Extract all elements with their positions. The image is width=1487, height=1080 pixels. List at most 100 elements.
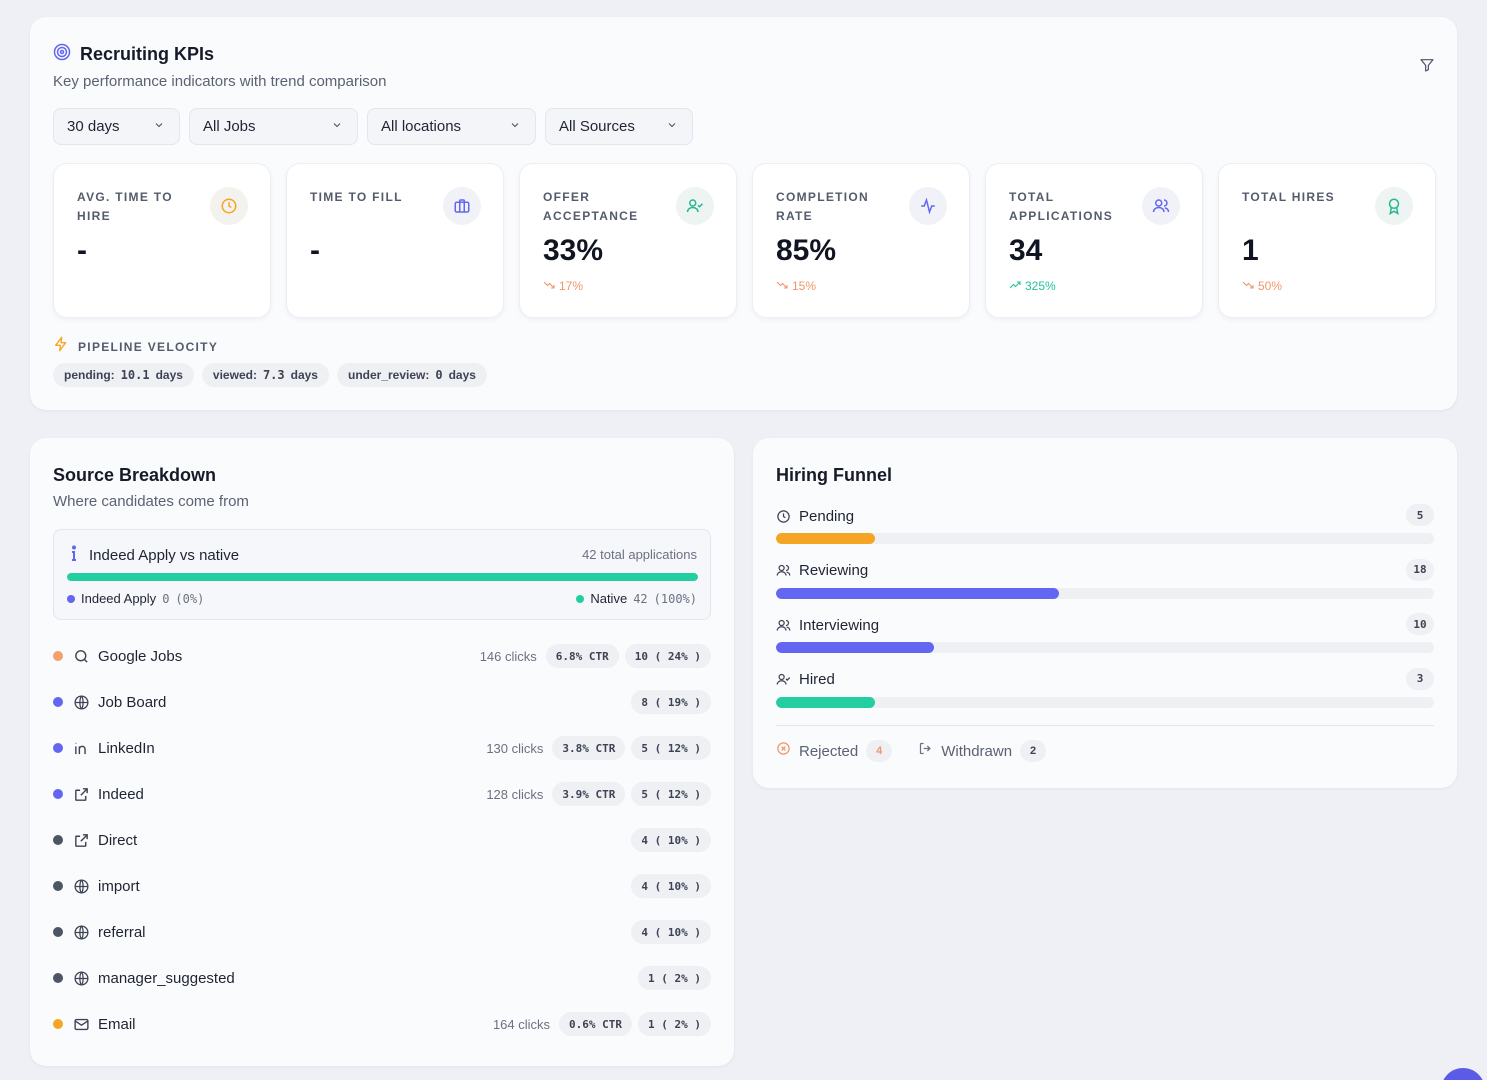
velocity-label: viewed: [212,368,257,382]
metric-trend: 17% [543,279,583,293]
jobs-select-value: All Jobs [203,118,256,135]
source-list: Google Jobs 146 clicks 6.8% CTR 10 ( 24% ) J… [53,633,711,1047]
source-count: 8 ( 19% ) [631,690,711,714]
source-row[interactable]: Google Jobs 146 clicks 6.8% CTR 10 ( 24% ) [53,633,711,679]
velocity-value: 7.3 [262,368,285,382]
funnel-stage-header: Interviewing [776,612,1434,638]
velocity-pill-under-review: under_review: 0 days [336,363,487,387]
metric-label: TOTAL HIRES [1242,190,1335,204]
trending-down-icon [543,279,555,293]
globe-icon [73,924,90,941]
source-dot [53,743,63,753]
source-dot [53,789,63,799]
metric-avg-time-to-hire: AVG. TIME TO HIRE - [53,163,271,318]
pipeline-velocity-header: PIPELINE VELOCITY [53,336,218,357]
source-stats: 146 clicks 6.8% CTR 10 ( 24% ) [480,644,711,668]
source-row[interactable]: Direct 4 ( 10% ) [53,817,711,863]
chevron-down-icon [666,118,678,135]
floating-action-button[interactable] [1441,1068,1485,1080]
source-row[interactable]: referral 4 ( 10% ) [53,909,711,955]
chevron-down-icon [509,118,521,135]
legend-dot [576,594,585,603]
source-dot [53,651,63,661]
source-row[interactable]: manager_suggested 1 ( 2% ) [53,955,711,1001]
source-name: LinkedIn [98,739,155,757]
source-row[interactable]: Job Board 8 ( 19% ) [53,679,711,725]
source-dot [53,973,63,983]
metric-value: 33% [543,234,604,267]
metric-value: 1 [1242,234,1259,267]
funnel-stage-count: 5 [1406,504,1434,526]
jobs-select[interactable]: All Jobs [189,108,358,145]
chevron-down-icon [153,118,165,135]
indeed-apply-bar [67,573,698,581]
locations-select[interactable]: All locations [367,108,536,145]
source-clicks: 146 clicks [479,648,537,664]
source-dot [53,881,63,891]
external-link-icon [73,832,90,849]
rejected-label: Rejected [799,742,859,760]
award-icon [1375,187,1413,225]
velocity-pill-viewed: viewed: 7.3 days [201,363,329,387]
velocity-pill-pending: pending: 10.1 days [53,363,194,387]
velocity-value: 10.1 [120,368,150,382]
source-name: Email [98,1015,136,1033]
indeed-apply-bar-fill [67,573,698,581]
legend-pct: (100%) [653,591,697,606]
kpi-subtitle: Key performance indicators with trend co… [53,73,387,90]
recruiting-kpis-card: Recruiting KPIs Key performance indicato… [30,17,1457,410]
source-dot [53,697,63,707]
legend-pct: (0%) [175,591,205,606]
source-ctr: 3.9% CTR [552,782,626,806]
linkedin-icon [73,740,90,757]
metric-completion-rate: COMPLETION RATE 85% 15% [752,163,970,318]
legend-dot [67,594,75,603]
metric-label: TIME TO FILL [310,190,403,204]
source-ctr: 0.6% CTR [559,1012,633,1036]
source-dot [53,1019,63,1029]
metric-total-applications: TOTAL APPLICATIONS 34 325% [985,163,1203,318]
x-circle-icon [776,741,791,761]
funnel-stage-header: Pending [776,503,1434,529]
source-clicks: 130 clicks [486,740,544,756]
source-name: Indeed [98,785,144,803]
source-row[interactable]: Indeed 128 clicks 3.9% CTR 5 ( 12% ) [53,771,711,817]
period-select[interactable]: 30 days [53,108,180,145]
metric-label: COMPLETION RATE [776,190,869,223]
metric-trend: 325% [1009,279,1056,293]
source-count: 4 ( 10% ) [631,874,711,898]
source-row[interactable]: Email 164 clicks 0.6% CTR 1 ( 2% ) [53,1001,711,1047]
funnel-stage: Hired 3 [776,667,1434,722]
legend-value: 0 [162,591,170,606]
metric-value: - [310,234,320,267]
funnel-stage-bar [776,642,1434,653]
withdrawn-label: Withdrawn [941,742,1013,760]
funnel-stage-bar-fill [776,696,875,708]
source-name: Direct [98,831,138,849]
target-icon [53,43,71,66]
sources-select[interactable]: All Sources [545,108,693,145]
trending-down-icon [776,279,788,293]
funnel-stage-count: 18 [1406,558,1434,581]
source-name: import [98,877,140,895]
withdrawn-count: 2 [1020,740,1047,762]
source-row[interactable]: LinkedIn 130 clicks 3.8% CTR 5 ( 12% ) [53,725,711,771]
metric-value: - [77,234,87,267]
indeed-apply-total: 42 total applications [582,547,697,562]
funnel-stage: Pending 5 [776,503,1434,558]
filter-icon[interactable] [1419,57,1435,73]
globe-icon [73,970,90,987]
filter-selects: 30 days All Jobs All locations All Sourc… [53,108,693,145]
funnel-stage-bar [776,533,1434,544]
users-icon [776,563,791,578]
source-stats: 1 ( 2% ) [638,966,711,990]
metric-trend-value: 15% [792,279,817,293]
source-row[interactable]: import 4 ( 10% ) [53,863,711,909]
source-name: manager_suggested [98,969,235,987]
metric-trend-value: 50% [1258,279,1283,293]
funnel-stage-bar [776,587,1434,599]
clock-icon [210,187,248,225]
metric-label: TOTAL APPLICATIONS [1009,190,1114,223]
source-stats: 130 clicks 3.8% CTR 5 ( 12% ) [486,736,711,760]
velocity-label: pending: [64,368,115,382]
